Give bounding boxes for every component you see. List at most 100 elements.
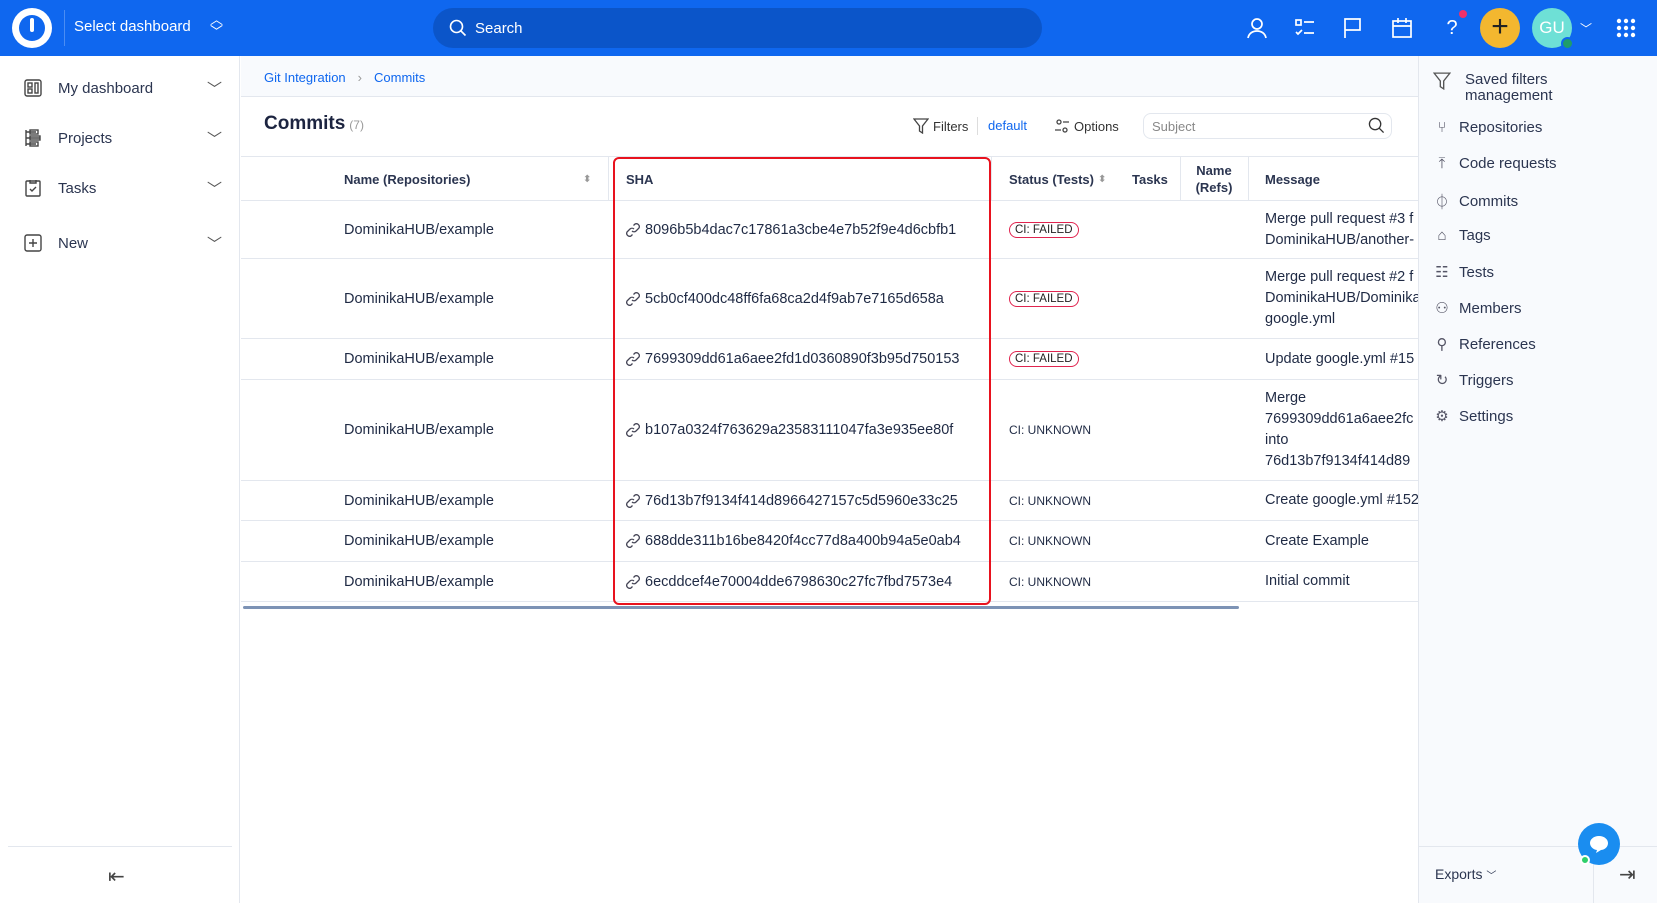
sort-icon[interactable]: ⬍: [583, 173, 592, 185]
right-panel: Saved filters management ⑂ Repositories ⤒ C…: [1418, 56, 1657, 903]
sha-link[interactable]: b107a0324f763629a23583111047fa3e935ee80f: [625, 380, 953, 480]
chevron-down-icon[interactable]: ﹀: [206, 180, 222, 198]
table-row[interactable]: DominikaHUB/example 6ecddcef4e70004dde67…: [241, 562, 1418, 602]
checklist-icon[interactable]: [1293, 16, 1317, 40]
repositories-icon: ⑂: [1437, 119, 1447, 136]
menu-item-tags[interactable]: ⌂ Tags: [1433, 227, 1490, 244]
apps-grid-icon[interactable]: [1614, 16, 1638, 40]
repo-name[interactable]: DominikaHUB/example: [344, 533, 494, 549]
repo-name[interactable]: DominikaHUB/example: [344, 573, 494, 590]
repo-name[interactable]: DominikaHUB/example: [344, 351, 494, 367]
default-filter-link[interactable]: default: [988, 118, 1028, 133]
collapse-panel-icon[interactable]: ⇥: [1619, 864, 1636, 886]
search-placeholder: Search: [475, 19, 523, 37]
chevron-updown-icon[interactable]: ︿ ﹀: [210, 12, 224, 39]
app-logo[interactable]: [12, 8, 52, 48]
message-line: Merge: [1265, 390, 1307, 406]
message-line: Initial commit: [1265, 573, 1350, 589]
status-badge: CI: UNKNOWN: [1009, 574, 1091, 589]
global-search[interactable]: Search: [433, 8, 1042, 48]
help-icon[interactable]: ?: [1446, 16, 1458, 39]
subject-search-input[interactable]: [1143, 113, 1392, 139]
tasks-icon: [25, 180, 41, 197]
menu-item-saved-filters[interactable]: Saved filters management: [1433, 72, 1575, 104]
sort-icon[interactable]: ⬍: [1098, 173, 1107, 185]
projects-icon: [25, 129, 41, 147]
breadcrumb-git-integration[interactable]: Git Integration: [264, 70, 346, 85]
select-dashboard[interactable]: Select dashboard: [74, 18, 191, 35]
repo-name[interactable]: DominikaHUB/example: [344, 221, 494, 238]
table-row[interactable]: DominikaHUB/example b107a0324f763629a235…: [241, 380, 1418, 481]
collapse-sidebar-icon[interactable]: ⇤: [108, 866, 125, 888]
table-row[interactable]: DominikaHUB/example 5cb0cf400dc48ff6fa68…: [241, 259, 1421, 339]
filters-button[interactable]: Filters: [913, 118, 968, 134]
chevron-down-icon[interactable]: ﹀: [1579, 21, 1592, 36]
options-button[interactable]: Options: [1054, 118, 1119, 134]
divider: [977, 117, 978, 135]
repo-name[interactable]: DominikaHUB/example: [344, 290, 494, 307]
menu-item-settings[interactable]: ⚙ Settings: [1433, 407, 1513, 426]
page-title-text: Commits: [264, 113, 346, 134]
status-badge: CI: FAILED: [1009, 221, 1079, 238]
link-icon: [625, 574, 641, 590]
chat-button[interactable]: [1578, 823, 1620, 865]
message-line: DominikaHUB/Dominika: [1265, 290, 1421, 306]
message-line: Create google.yml #152: [1265, 492, 1419, 508]
menu-item-commits[interactable]: ⏀ Commits: [1433, 191, 1518, 212]
message-line: Merge pull request #3 f: [1265, 210, 1414, 227]
table-row[interactable]: DominikaHUB/example 8096b5b4dac7c17861a3…: [241, 201, 1418, 259]
column-header-repo[interactable]: Name (Repositories): [344, 157, 470, 201]
repo-name[interactable]: DominikaHUB/example: [344, 422, 494, 438]
message-line: into: [1265, 432, 1289, 448]
table-row[interactable]: DominikaHUB/example 688dde311b16be8420f4…: [241, 521, 1418, 562]
table-row[interactable]: DominikaHUB/example 76d13b7f9134f414d896…: [241, 481, 1419, 521]
sha-link[interactable]: 7699309dd61a6aee2fd1d0360890f3b95d750153: [625, 339, 960, 379]
menu-item-triggers[interactable]: ↻ Triggers: [1433, 371, 1514, 390]
sha-link[interactable]: 5cb0cf400dc48ff6fa68ca2d4f9ab7e7165d658a: [625, 259, 944, 338]
column-header-status[interactable]: Status (Tests) ⬍: [1009, 157, 1106, 201]
message-cell: Update google.yml #15: [1265, 339, 1435, 379]
horizontal-scrollbar[interactable]: [243, 606, 1239, 609]
chevron-down-icon[interactable]: ﹀: [206, 235, 222, 253]
sha-link[interactable]: 76d13b7f9134f414d8966427157c5d5960e33c25: [625, 481, 958, 520]
breadcrumb-commits[interactable]: Commits: [374, 70, 426, 85]
column-header-refs[interactable]: Name (Refs): [1194, 157, 1234, 201]
chevron-down-icon[interactable]: ﹀: [206, 80, 222, 98]
triggers-icon: ↻: [1435, 372, 1449, 389]
menu-item-tests[interactable]: ☷ Tests: [1433, 263, 1494, 282]
avatar[interactable]: GU: [1532, 8, 1574, 50]
sidebar-item-projects[interactable]: Projects ﹀: [0, 118, 240, 158]
flag-icon[interactable]: [1340, 16, 1364, 40]
column-header-sha[interactable]: SHA: [626, 157, 653, 201]
column-header-message[interactable]: Message: [1265, 157, 1320, 201]
sidebar-item-new[interactable]: New ﹀: [0, 223, 240, 263]
menu-item-references[interactable]: ⚲ References: [1433, 335, 1536, 354]
menu-item-code-requests[interactable]: ⤒ Code requests: [1433, 155, 1557, 172]
message-line: 76d13b7f9134f414d89: [1265, 453, 1411, 469]
sidebar-item-tasks[interactable]: Tasks ﹀: [0, 168, 240, 208]
chevron-down-icon[interactable]: ﹀: [206, 130, 222, 148]
menu-item-label: Members: [1459, 299, 1522, 317]
message-line: Create Example: [1265, 532, 1369, 549]
sidebar-item-my-dashboard[interactable]: My dashboard ﹀: [0, 68, 240, 108]
options-icon: [1055, 119, 1069, 133]
sha-value: 76d13b7f9134f414d8966427157c5d5960e33c25: [645, 492, 958, 509]
exports-button[interactable]: Exports ﹀: [1435, 866, 1496, 882]
top-bar: Select dashboard ︿ ﹀ Search ? + GU ﹀: [0, 0, 1657, 56]
menu-item-members[interactable]: ⚇ Members: [1433, 299, 1522, 318]
sha-link[interactable]: 6ecddcef4e70004dde6798630c27fc7fbd7573e4: [625, 562, 952, 601]
message-line: DominikaHUB/another-: [1265, 231, 1415, 248]
status-badge: CI: UNKNOWN: [1009, 534, 1091, 548]
search-icon[interactable]: [1368, 117, 1385, 134]
user-icon[interactable]: [1245, 16, 1269, 40]
table-row[interactable]: DominikaHUB/example 7699309dd61a6aee2fd1…: [241, 339, 1418, 380]
repo-name[interactable]: DominikaHUB/example: [344, 492, 494, 509]
add-button[interactable]: +: [1480, 8, 1520, 48]
divider: [1419, 846, 1657, 847]
column-header-tasks[interactable]: Tasks: [1132, 157, 1168, 201]
sha-link[interactable]: 688dde311b16be8420f4cc77d8a400b94a5e0ab4: [625, 521, 961, 561]
menu-item-repositories[interactable]: ⑂ Repositories: [1433, 119, 1542, 136]
calendar-icon[interactable]: [1390, 16, 1414, 40]
sha-link[interactable]: 8096b5b4dac7c17861a3cbe4e7b52f9e4d6cbfb1: [625, 201, 956, 258]
sidebar-item-label: New: [58, 234, 89, 252]
